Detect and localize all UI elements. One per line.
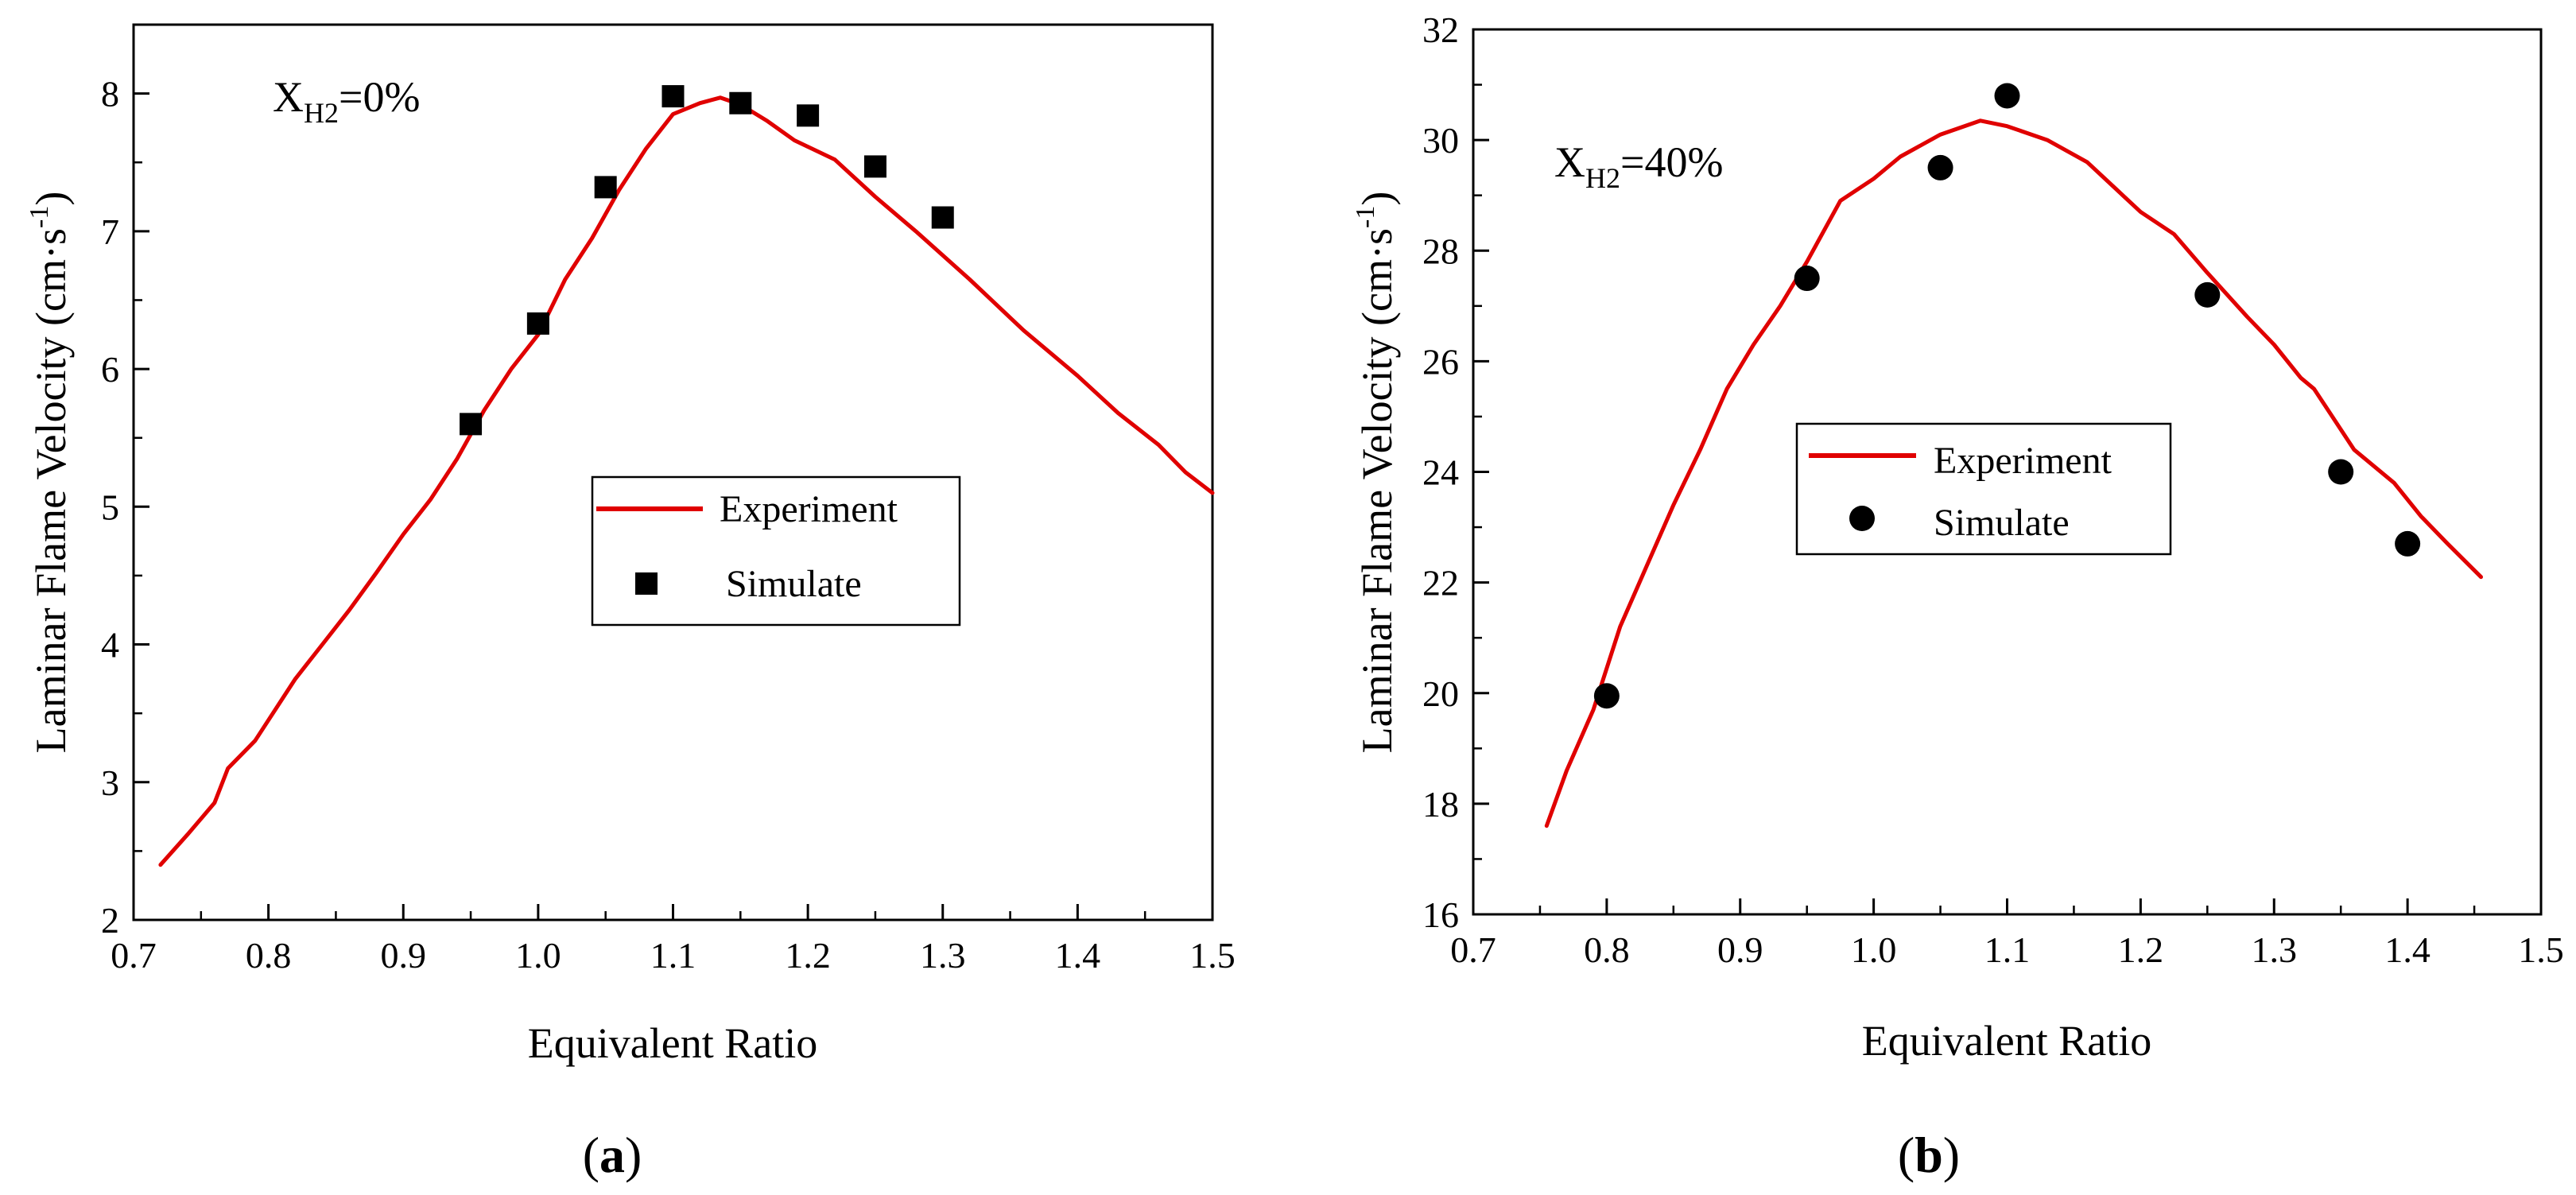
panel-b-x-axis-title: Equivalent Ratio <box>1862 1017 2151 1065</box>
panel-b-simulate-point <box>2328 459 2354 485</box>
panel-a-x-tick-label: 1.2 <box>785 935 831 976</box>
panel-b-x-tick-labels: 0.7 0.8 0.9 1.0 1.1 1.2 1.3 1.4 1.5 <box>1450 929 2564 970</box>
panel-b-experiment-line <box>1544 118 2483 828</box>
panel-b-x-tick-label: 0.7 <box>1450 929 1496 970</box>
panel-b-series-lines <box>1544 118 2483 828</box>
panel-b-label: (b) <box>1898 1127 1960 1183</box>
panel-a-simulate-point <box>797 104 820 127</box>
panel-a-series-points <box>460 85 954 436</box>
panel-a-y-tick-label: 4 <box>101 625 119 665</box>
panel-a-x-tick-labels: 0.7 0.8 0.9 1.0 1.1 1.2 1.3 1.4 1.5 <box>111 935 1236 976</box>
panel-a-annotation: XH2=0% <box>273 73 420 129</box>
panel-a-label: (a) <box>583 1127 642 1183</box>
panel-b-x-tick-label: 1.5 <box>2518 929 2564 970</box>
panel-b-simulate-point <box>1794 266 1820 292</box>
panel-b-y-tick-labels: 16 18 20 22 24 26 28 30 32 <box>1422 10 1459 935</box>
panel-b-ticks <box>1472 28 2543 916</box>
panel-b-legend-box <box>1795 422 2172 556</box>
panel-a-legend-label-experiment: Experiment <box>720 488 898 530</box>
panel-a-x-axis-title: Equivalent Ratio <box>528 1019 817 1067</box>
panel-b-y-tick-label: 16 <box>1422 894 1459 935</box>
panel-b-y-axis-title: Laminar Flame Velocity (cm·s-1) <box>1351 192 1401 754</box>
panel-b-y-tick-label: 18 <box>1422 784 1459 824</box>
panel-b-y-tick-label: 28 <box>1422 231 1459 271</box>
panel-b-simulate-point <box>2194 281 2221 308</box>
panel-a-x-tick-label: 0.7 <box>111 935 157 976</box>
panel-a-legend-square-swatch <box>635 572 658 595</box>
panel-a-x-tick-label: 1.3 <box>920 935 966 976</box>
panel-a-experiment-line <box>158 95 1215 867</box>
panel-a-ticks <box>132 92 1214 921</box>
panel-b-x-tick-label: 1.2 <box>2118 929 2164 970</box>
panel-b-simulate-point <box>1593 683 1620 709</box>
panel-b-y-tick-label: 20 <box>1422 673 1459 714</box>
panel-b-series-points <box>1593 83 2421 709</box>
panel-a-legend-label-simulate: Simulate <box>726 563 862 605</box>
panel-b-legend-label-experiment: Experiment <box>1934 440 2112 482</box>
panel-b-simulate-point <box>1994 83 2020 109</box>
panel-a-simulate-point <box>661 85 685 108</box>
panel-b-simulate-point <box>1927 154 1953 180</box>
panel-b-legend-circle-swatch <box>1849 506 1875 531</box>
panel-a-simulate-point <box>594 176 617 199</box>
panel-b-annotation: XH2=40% <box>1554 138 1723 194</box>
panel-b-chart: 0.7 0.8 0.9 1.0 1.1 1.2 1.3 1.4 1.5 16 18 20 22 24 26… <box>1351 10 2564 1183</box>
panel-b-x-tick-label: 0.9 <box>1717 929 1763 970</box>
panel-a-simulate-point <box>460 413 483 436</box>
panel-a-chart: 0.7 0.8 0.9 1.0 1.1 1.2 1.3 1.4 1.5 2 3 4 5 6 7 8 XH2=… <box>25 23 1236 1183</box>
panel-a-x-tick-label: 0.8 <box>246 935 292 976</box>
panel-b-x-tick-label: 1.0 <box>1851 929 1897 970</box>
panel-a-y-tick-label: 8 <box>101 74 119 114</box>
panel-b-legend-label-simulate: Simulate <box>1934 502 2070 544</box>
panel-a-y-tick-labels: 2 3 4 5 6 7 8 <box>101 74 119 941</box>
panel-b-x-tick-label: 1.1 <box>1984 929 2031 970</box>
panel-b-y-tick-label: 22 <box>1422 563 1459 603</box>
panel-a-simulate-point <box>729 91 752 114</box>
panel-a-legend-box <box>591 475 961 627</box>
panel-b-x-tick-label: 0.8 <box>1584 929 1630 970</box>
panel-a-simulate-point <box>931 206 954 229</box>
panel-a-series-lines <box>158 95 1215 867</box>
panel-b-y-tick-label: 26 <box>1422 341 1459 382</box>
panel-b-simulate-point <box>2395 530 2421 557</box>
panel-a-simulate-point <box>863 155 886 178</box>
panel-b-x-tick-label: 1.4 <box>2384 929 2431 970</box>
panel-a-x-tick-label: 0.9 <box>381 935 427 976</box>
panel-a-x-tick-label: 1.4 <box>1055 935 1101 976</box>
panel-a-y-tick-label: 3 <box>101 762 119 803</box>
panel-a-y-tick-label: 6 <box>101 349 119 390</box>
panel-b-y-tick-label: 32 <box>1422 10 1459 50</box>
panel-a-y-tick-label: 5 <box>101 487 119 527</box>
panel-a-y-axis-title: Laminar Flame Velocity (cm·s-1) <box>25 192 75 754</box>
panel-b-y-tick-label: 30 <box>1422 120 1459 161</box>
panel-b-x-tick-label: 1.3 <box>2252 929 2298 970</box>
panel-a-legend: Experiment Simulate <box>591 475 961 627</box>
panel-a-x-tick-label: 1.0 <box>515 935 561 976</box>
panel-b-y-tick-label: 24 <box>1422 452 1459 493</box>
panel-a-x-tick-label: 1.5 <box>1189 935 1236 976</box>
panel-a-x-tick-label: 1.1 <box>650 935 696 976</box>
panel-a-y-tick-label: 7 <box>101 211 119 252</box>
panel-a-simulate-point <box>526 312 549 335</box>
panel-a-y-tick-label: 2 <box>101 900 119 941</box>
panel-b-legend: Experiment Simulate <box>1795 422 2172 556</box>
